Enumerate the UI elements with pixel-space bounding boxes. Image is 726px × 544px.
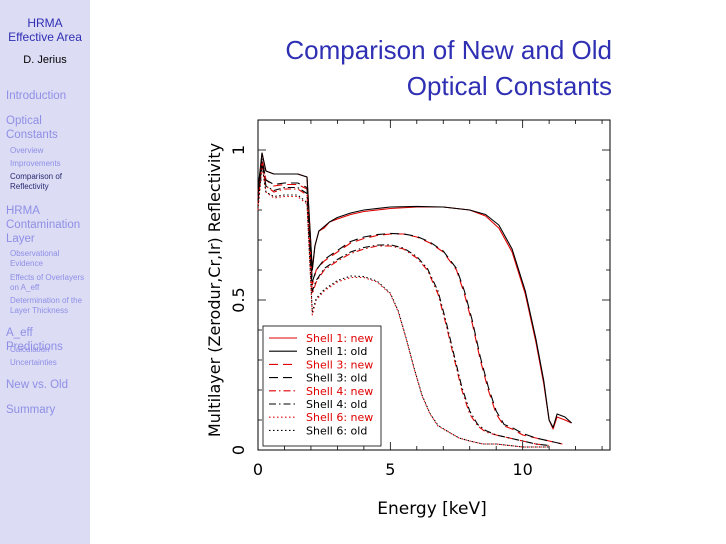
nav-optical-constants[interactable]: Optical Constants: [6, 115, 58, 141]
author-name: D. Jerius: [23, 54, 67, 66]
nav-hrma-contamination-layer[interactable]: HRMA Contamination Layer: [6, 205, 81, 245]
x-tick-label: 10: [512, 460, 532, 479]
y-axis-label: Multilayer (Zerodur,Cr,Ir) Reflectivity: [205, 143, 224, 437]
legend-entry: Shell 4: new: [306, 385, 373, 398]
talk-title-line1[interactable]: HRMA: [27, 16, 63, 30]
legend-entry: Shell 3: old: [306, 372, 367, 385]
nav-calculation[interactable]: Calculation: [10, 345, 50, 354]
series-line-2: [257, 152, 572, 429]
legend-entry: Shell 6: old: [306, 424, 367, 437]
legend-entry: Shell 6: new: [306, 411, 373, 424]
legend-box: [262, 325, 382, 447]
nav-overview[interactable]: Overview: [10, 146, 44, 155]
nav-improvements[interactable]: Improvements: [10, 159, 61, 168]
nav-comparison-of-reflectivity[interactable]: Comparison of Reflectivity: [10, 172, 63, 191]
nav-uncertainties[interactable]: Uncertainties: [10, 358, 57, 367]
series-line-6: [257, 161, 550, 447]
legend-entry: Shell 3: new: [306, 358, 373, 371]
legend-entry: Shell 4: old: [306, 398, 367, 411]
x-axis-label: Energy [keV]: [377, 499, 487, 519]
reflectivity-chart: 0 5 10 0 0.5 1 Energy [keV] Multilayer (Zerodur…: [205, 119, 611, 519]
nav-observational-evidence[interactable]: Observational Evidence: [10, 249, 60, 268]
legend-entry: Shell 1: new: [306, 332, 373, 345]
slide-title-line2: Optical Constants: [406, 71, 612, 101]
nav-summary[interactable]: Summary: [6, 404, 56, 416]
nav-effects-of-overlayers[interactable]: Effects of Overlayers on A_eff: [10, 273, 85, 292]
series-line-4: [257, 158, 563, 445]
y-tick-label: 0: [229, 445, 248, 455]
x-tick-label: 0: [253, 460, 263, 479]
y-tick-label: 1: [229, 145, 248, 155]
nav-aeff-predictions[interactable]: A_eff Predictions: [6, 327, 63, 353]
series-line-5: [257, 161, 550, 447]
talk-title-line2[interactable]: Effective Area: [8, 30, 82, 44]
series-line-8: [257, 164, 550, 448]
legend-entry: Shell 1: old: [306, 345, 367, 358]
nav-new-vs-old[interactable]: New vs. Old: [6, 379, 68, 391]
sidebar: HRMA Effective Area D. Jerius Introducti…: [0, 0, 90, 544]
slide-title-line1: Comparison of New and Old: [285, 35, 612, 65]
y-tick-label: 0.5: [229, 287, 248, 312]
nav-determination-of-layer-thickness[interactable]: Determination of the Layer Thickness: [10, 296, 83, 315]
slide-title: Comparison of New and Old Optical Consta…: [212, 32, 612, 104]
x-tick-label: 5: [385, 460, 395, 479]
plot-frame: [257, 119, 611, 451]
nav-introduction[interactable]: Introduction: [6, 90, 67, 102]
series-line-3: [257, 158, 563, 445]
